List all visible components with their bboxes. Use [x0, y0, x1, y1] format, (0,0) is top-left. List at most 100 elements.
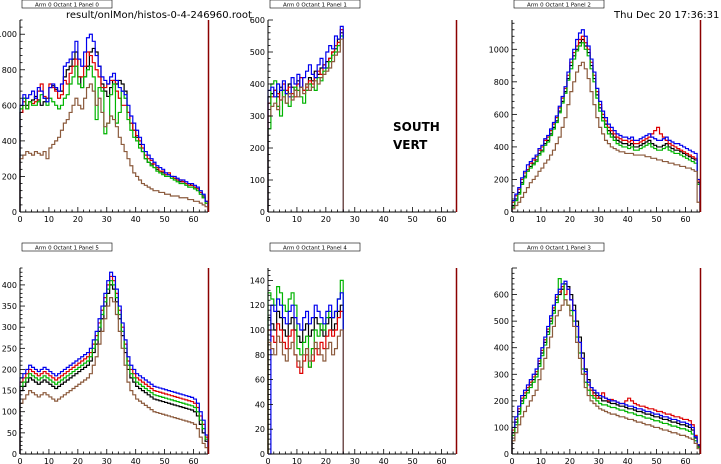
panel-5: Arm 0 Octant 1 Panel 30 10 20 30 40 50 6001002…	[494, 242, 702, 464]
panel-title: Arm 0 Octant 1 Panel 5	[35, 246, 99, 252]
series-line-2	[511, 42, 701, 212]
series-line-3	[268, 292, 344, 455]
x-tick-label: 10	[536, 457, 546, 464]
y-tick-label: 0	[504, 450, 509, 459]
y-tick-label: 400	[250, 80, 265, 89]
y-tick-label: 140	[250, 276, 265, 285]
series-line-3	[19, 271, 209, 454]
x-tick-label: 40	[623, 457, 633, 464]
annotation-vert: VERT	[393, 138, 428, 152]
x-tick-label: 20	[73, 215, 83, 224]
x-tick-label: 60	[680, 457, 690, 464]
panel-title-box	[513, 242, 605, 252]
y-tick-label: 0	[504, 208, 509, 217]
y-tick-label: 80	[255, 351, 265, 360]
y-tick-label: 350	[2, 302, 17, 311]
series-line-1	[19, 51, 209, 212]
y-tick-label: 300	[494, 370, 509, 379]
x-tick-label: 40	[131, 457, 141, 464]
y-tick-label: 400	[2, 137, 17, 146]
annotation-south: SOUTH	[393, 120, 440, 134]
y-tick-label: 0	[260, 208, 265, 217]
panel-3: Arm 0 Octant 1 Panel 5 0 10 20 30 40 50 60 0 50 10…	[2, 242, 210, 464]
series-line-4	[267, 38, 344, 212]
x-tick-label: 10	[536, 215, 546, 224]
y-tick-label: 200	[250, 144, 265, 153]
x-tick-label: 0	[17, 215, 22, 224]
x-tick-label: 50	[408, 457, 418, 464]
x-tick-label: 10	[44, 215, 54, 224]
x-tick-label: 0	[265, 215, 270, 224]
x-tick-label: 30	[350, 457, 360, 464]
series-line-0	[267, 304, 344, 454]
y-tick-label: 0	[12, 450, 17, 459]
series-line-2	[19, 65, 209, 212]
timestamp-label: Thu Dec 20 17:36:31 2007	[614, 10, 721, 21]
x-tick-label: 60	[680, 215, 690, 224]
y-tick-label: 400	[494, 143, 509, 152]
filename-label: result/onlMon/histos-0-4-246960.root	[66, 10, 252, 21]
series-line-2	[267, 35, 344, 212]
x-tick-label: 30	[594, 457, 604, 464]
series-line-0	[511, 283, 701, 454]
y-tick-label: 600	[250, 16, 265, 25]
x-tick-label: 30	[102, 215, 112, 224]
y-tick-label: 500	[250, 48, 265, 57]
x-tick-label: 10	[44, 457, 54, 464]
y-tick-label: 20	[255, 425, 265, 434]
y-tick-label: 400	[2, 281, 17, 290]
panel-4: Arm 0 Octant 1 Panel 4 0 10 20 30 40 50 60 0 20 40…	[250, 242, 458, 464]
x-tick-label: 30	[102, 457, 112, 464]
series-line-4	[19, 296, 209, 454]
y-tick-label: 300	[2, 323, 17, 332]
series-line-2	[511, 278, 701, 454]
x-tick-label: 40	[131, 215, 141, 224]
x-tick-label: 60	[188, 457, 198, 464]
y-tick-label: 100	[494, 423, 509, 432]
series-line-3	[267, 25, 344, 212]
panel-title-box	[513, 0, 605, 9]
x-tick-label: 50	[160, 457, 170, 464]
panel-2: Arm 0 Octant 1 Panel 20 10 20 30 40 50 6002004…	[489, 0, 702, 224]
y-tick-label: 1000	[489, 45, 509, 54]
series-line-1	[19, 275, 209, 454]
y-tick-label: 800	[2, 66, 17, 75]
y-tick-label: 400	[494, 344, 509, 353]
panel-title: Arm 0 Octant 1 Panel 0	[35, 3, 99, 9]
series-line-3	[19, 33, 209, 212]
series-line-2	[19, 280, 209, 454]
series-line-1	[511, 286, 701, 454]
x-tick-label: 0	[17, 457, 22, 464]
series-line-4	[511, 61, 701, 212]
y-tick-label: 0	[260, 450, 265, 459]
x-tick-label: 20	[321, 215, 331, 224]
y-tick-label: 200	[2, 172, 17, 181]
x-tick-label: 50	[408, 215, 418, 224]
x-tick-label: 60	[436, 215, 446, 224]
x-tick-label: 0	[509, 457, 514, 464]
y-tick-label: 40	[255, 400, 265, 409]
series-line-4	[511, 299, 701, 454]
series-line-0	[19, 284, 209, 454]
y-tick-label: 1000	[0, 30, 17, 39]
series-line-0	[511, 38, 701, 212]
x-tick-label: 20	[565, 215, 575, 224]
x-tick-label: 60	[436, 457, 446, 464]
y-tick-label: 100	[250, 326, 265, 335]
series-line-3	[511, 280, 701, 454]
y-tick-label: 50	[7, 429, 17, 438]
y-tick-label: 250	[2, 344, 17, 353]
x-tick-label: 10	[292, 457, 302, 464]
x-tick-label: 20	[73, 457, 83, 464]
panel-title-box	[21, 242, 113, 252]
y-tick-label: 100	[250, 176, 265, 185]
x-tick-label: 50	[652, 457, 662, 464]
x-tick-label: 50	[160, 215, 170, 224]
x-tick-label: 60	[188, 215, 198, 224]
y-tick-label: 300	[250, 112, 265, 121]
panel-title: Arm 0 Octant 1 Panel 3	[527, 246, 591, 252]
y-tick-label: 120	[250, 301, 265, 310]
x-tick-label: 40	[379, 215, 389, 224]
panel-title-box	[269, 242, 361, 252]
